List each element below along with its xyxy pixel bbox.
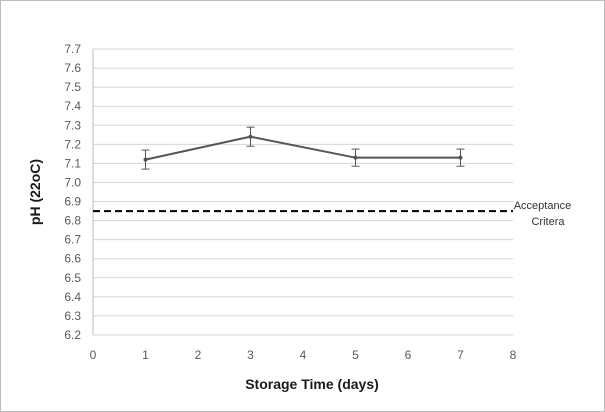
data-point-1 <box>248 134 253 139</box>
x-axis-title: Storage Time (days) <box>245 376 379 392</box>
x-tick-label-8: 8 <box>510 348 517 362</box>
y-tick-label-9: 7.1 <box>64 156 81 170</box>
y-tick-label-12: 7.4 <box>64 99 81 113</box>
y-tick-label-7: 6.9 <box>64 195 81 209</box>
y-tick-label-8: 7.0 <box>64 175 81 189</box>
y-tick-label-15: 7.7 <box>64 42 81 56</box>
x-tick-label-6: 6 <box>405 348 412 362</box>
y-tick-label-11: 7.3 <box>64 118 81 132</box>
x-tick-labels: 0 1 2 3 4 5 6 7 8 <box>90 348 517 362</box>
gridlines <box>92 48 513 336</box>
y-tick-label-6: 6.8 <box>64 214 81 228</box>
series-group <box>141 126 465 170</box>
y-tick-label-14: 7.6 <box>64 61 81 75</box>
x-tick-label-3: 3 <box>247 348 254 362</box>
y-tick-label-1: 6.3 <box>64 309 81 323</box>
data-point-0 <box>143 157 148 162</box>
data-point-2 <box>353 155 358 160</box>
y-tick-label-13: 7.5 <box>64 80 81 94</box>
y-tick-label-10: 7.2 <box>64 137 81 151</box>
y-axis-title: pH (22oC) <box>27 159 43 225</box>
x-tick-label-1: 1 <box>142 348 149 362</box>
acceptance-label-line-1: Acceptance <box>514 200 571 212</box>
y-tick-label-3: 6.5 <box>64 271 81 285</box>
x-tick-label-0: 0 <box>90 348 97 362</box>
y-tick-label-0: 6.2 <box>64 328 81 342</box>
acceptance-label-line-2: Critera <box>531 216 565 228</box>
x-tick-label-5: 5 <box>352 348 359 362</box>
y-tick-label-4: 6.6 <box>64 252 81 266</box>
x-tick-label-4: 4 <box>300 348 307 362</box>
x-tick-label-2: 2 <box>195 348 202 362</box>
series-line-0 <box>145 135 461 161</box>
y-tick-label-2: 6.4 <box>64 290 81 304</box>
acceptance-label: Acceptance Critera <box>514 200 575 228</box>
x-tick-label-7: 7 <box>457 348 464 362</box>
data-point-3 <box>458 155 463 160</box>
y-tick-label-5: 6.7 <box>64 233 81 247</box>
y-tick-labels: 6.2 6.3 6.4 6.5 6.6 6.7 6.8 6.9 7.0 7.1 7.2 7.3 7.4 7… <box>64 42 81 342</box>
